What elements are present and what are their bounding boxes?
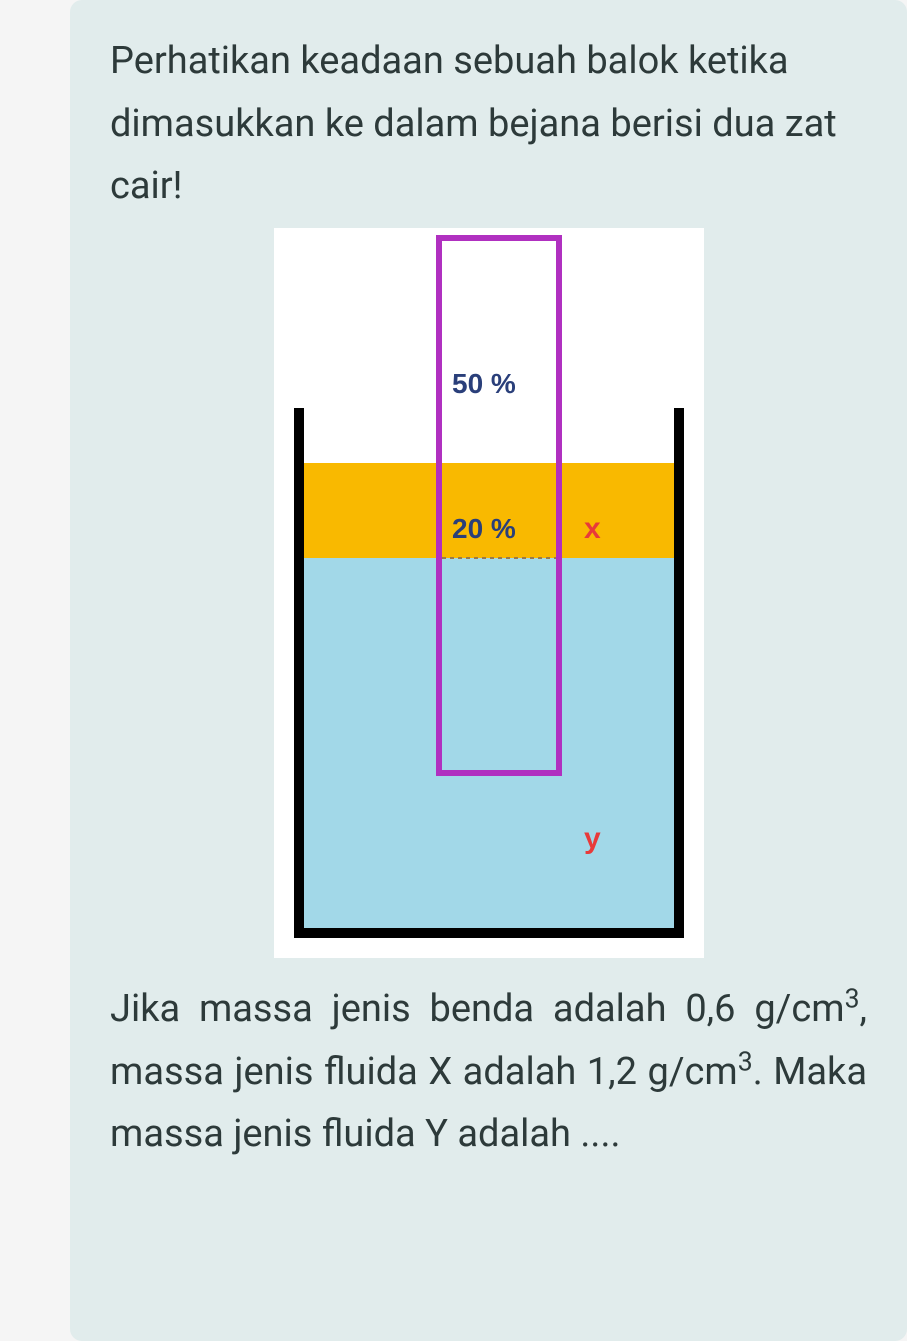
diagram-container: 50 % 20 % x y xyxy=(274,228,704,958)
container-bottom-wall xyxy=(294,928,684,938)
intro-text: Perhatikan keadaan sebuah balok ketika d… xyxy=(110,30,867,218)
container-right-wall xyxy=(674,408,684,938)
closing-part1: Jika massa jenis benda adalah 0,6 g/cm xyxy=(110,987,845,1031)
fluid-x-label: x xyxy=(584,512,601,545)
fluid-y-label: y xyxy=(584,822,601,855)
container-lip-left xyxy=(294,408,304,418)
question-card: Perhatikan keadaan sebuah balok ketika d… xyxy=(70,0,907,1341)
closing-text: Jika massa jenis benda adalah 0,6 g/cm3,… xyxy=(110,978,867,1166)
fluid-diagram: 50 % 20 % x y xyxy=(274,228,704,958)
container-left-wall xyxy=(294,408,304,938)
fluid-y-region xyxy=(304,558,674,928)
container-lip-right xyxy=(674,408,684,418)
exp2: 3 xyxy=(738,1046,753,1077)
exp1: 3 xyxy=(845,983,860,1014)
block-label-50: 50 % xyxy=(452,368,516,399)
block-label-20: 20 % xyxy=(452,513,516,544)
block-above-air xyxy=(439,238,559,463)
